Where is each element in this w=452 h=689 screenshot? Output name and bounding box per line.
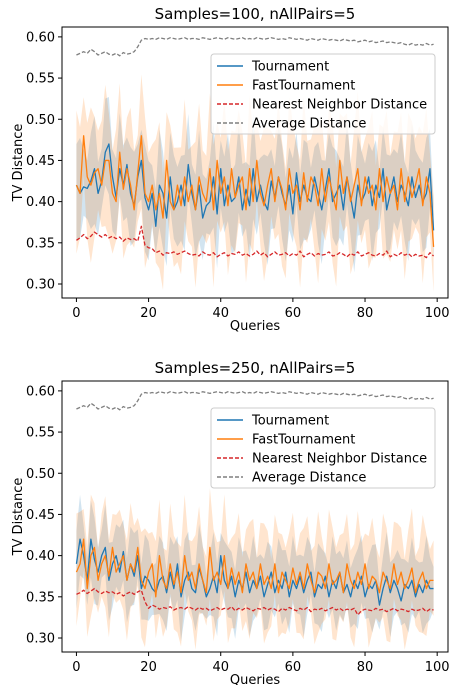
x-tick-label: 60 [285,306,302,321]
y-axis-label: TV Distance [11,124,26,203]
x-tick-label: 0 [72,306,80,321]
y-tick-label: 0.30 [26,277,55,292]
x-tick-label: 0 [72,660,80,675]
chart-samples-100: Samples=100, nAllPairs=5 Queries TV Dist… [11,5,450,334]
legend-label-nearest-neighbor: Nearest Neighbor Distance [252,98,427,113]
x-tick-label: 80 [357,660,374,675]
legend-label-nearest-neighbor: Nearest Neighbor Distance [252,452,427,467]
nearest-neighbor-line [76,587,434,616]
y-tick-label: 0.35 [26,236,55,251]
y-tick-label: 0.35 [26,590,55,605]
chart-title: Samples=250, nAllPairs=5 [155,359,356,377]
x-tick-label: 40 [212,660,229,675]
tournament-line [75,538,434,606]
legend-label-tournament: Tournament [251,414,329,429]
fast-tournament-line [75,135,435,247]
legend-label-fast-tournament: FastTournament [252,79,355,94]
y-tick-label: 0.45 [26,154,55,169]
y-tick-label: 0.50 [26,467,55,482]
x-tick-label: 20 [140,306,157,321]
y-axis-label: TV Distance [11,478,26,557]
x-tick-label: 20 [140,660,157,675]
average-distance-line [76,37,434,57]
y-tick-label: 0.60 [26,384,55,399]
average-distance-line [76,391,434,411]
axes-frame [61,26,449,299]
legend-box [210,53,436,135]
legend-box [210,407,436,489]
x-tick-label: 100 [425,660,450,675]
fast-tournament-band [76,488,434,650]
y-tick-label: 0.55 [26,426,55,441]
legend-label-fast-tournament: FastTournament [252,433,355,448]
x-tick-label: 100 [425,306,450,321]
tournament-band [76,494,434,642]
plot-area [75,391,434,650]
y-tick-label: 0.55 [26,72,55,87]
fast-tournament-line [75,538,434,598]
axes-frame [61,380,449,653]
x-tick-label: 80 [357,306,374,321]
x-tick-label: 60 [285,660,302,675]
x-axis-label: Queries [230,319,280,334]
legend-label-tournament: Tournament [251,60,329,75]
y-tick-label: 0.40 [26,549,55,564]
y-tick-label: 0.40 [26,195,55,210]
x-tick-label: 40 [212,306,229,321]
legend-label-average-distance: Average Distance [252,471,366,486]
chart-samples-250: Samples=250, nAllPairs=5 Queries TV Dist… [11,359,450,688]
legend-label-average-distance: Average Distance [252,117,366,132]
chart-title: Samples=100, nAllPairs=5 [155,5,356,23]
nearest-neighbor-line [76,225,435,259]
y-tick-label: 0.60 [26,30,55,45]
y-tick-label: 0.30 [26,631,55,646]
y-tick-label: 0.45 [26,508,55,523]
legend: Tournament FastTournament Nearest Neighbor… [210,53,436,135]
legend: Tournament FastTournament Nearest Neighbor… [210,407,436,489]
y-tick-label: 0.50 [26,113,55,128]
x-axis-label: Queries [230,673,280,685]
